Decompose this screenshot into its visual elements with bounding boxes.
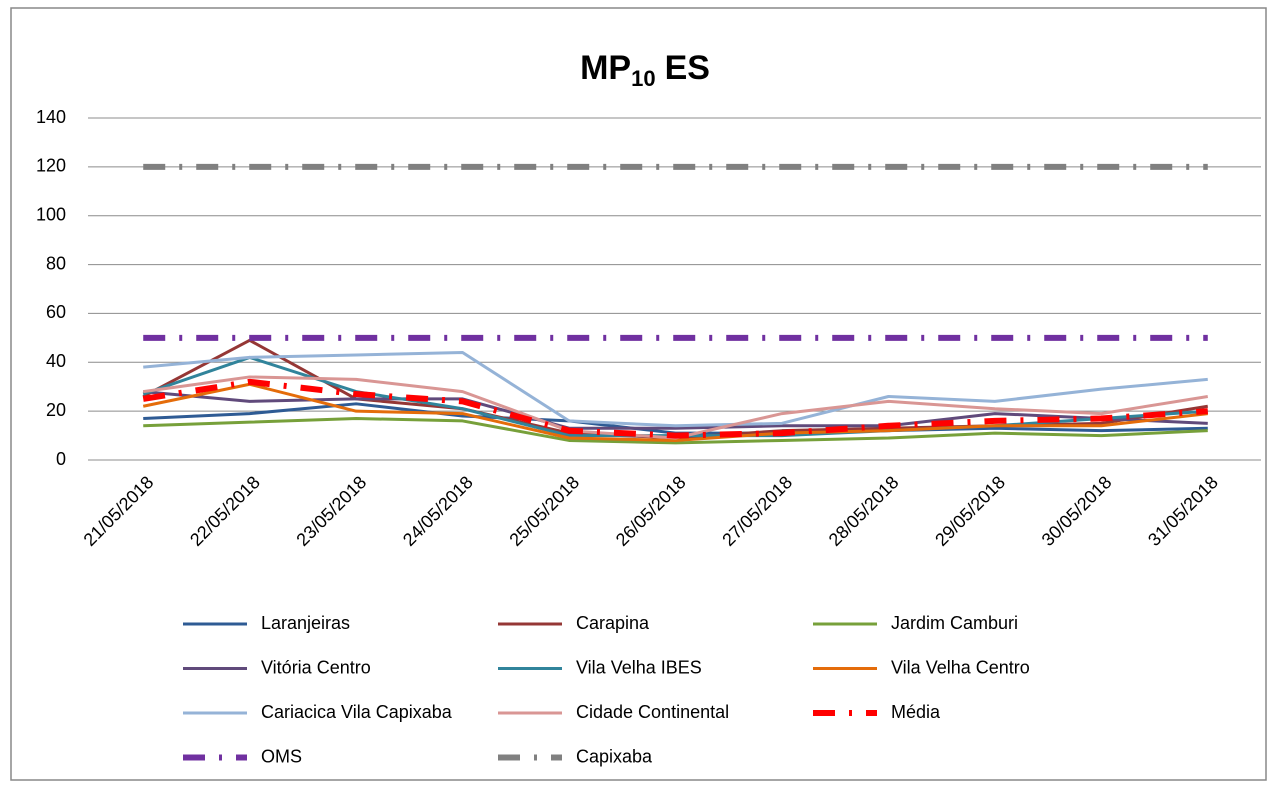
legend-label: Vila Velha IBES (576, 657, 702, 677)
legend-label: Cidade Continental (576, 702, 729, 722)
series-line (143, 416, 1208, 445)
y-tick-label: 120 (36, 156, 66, 176)
y-tick-label: 100 (36, 204, 66, 224)
series-line (143, 351, 1208, 428)
legend-label: Vitória Centro (261, 657, 371, 677)
legend-label: Jardim Camburi (891, 613, 1018, 633)
y-tick-label: 20 (46, 400, 66, 420)
legend-label: Vila Velha Centro (891, 657, 1030, 677)
title-suffix: ES (665, 49, 710, 87)
y-tick-label: 40 (46, 351, 66, 371)
y-tick-label: 80 (46, 253, 66, 273)
y-tick-label: 140 (36, 107, 66, 127)
chart-title: MP10 ES (580, 49, 710, 91)
legend-label: Capixaba (576, 746, 653, 766)
legend-label: Cariacica Vila Capixaba (261, 702, 453, 722)
legend-label: Média (891, 702, 941, 722)
y-tick-label: 0 (56, 449, 66, 469)
legend-label: Laranjeiras (261, 613, 350, 633)
y-tick-label: 60 (46, 302, 66, 322)
title-main: MP (580, 49, 631, 87)
series-line (142, 378, 1208, 439)
series-line (143, 390, 1208, 430)
legend-label: Carapina (576, 613, 650, 633)
title-subscript: 10 (631, 66, 655, 91)
series-line (142, 382, 1208, 442)
legend-label: OMS (261, 746, 302, 766)
